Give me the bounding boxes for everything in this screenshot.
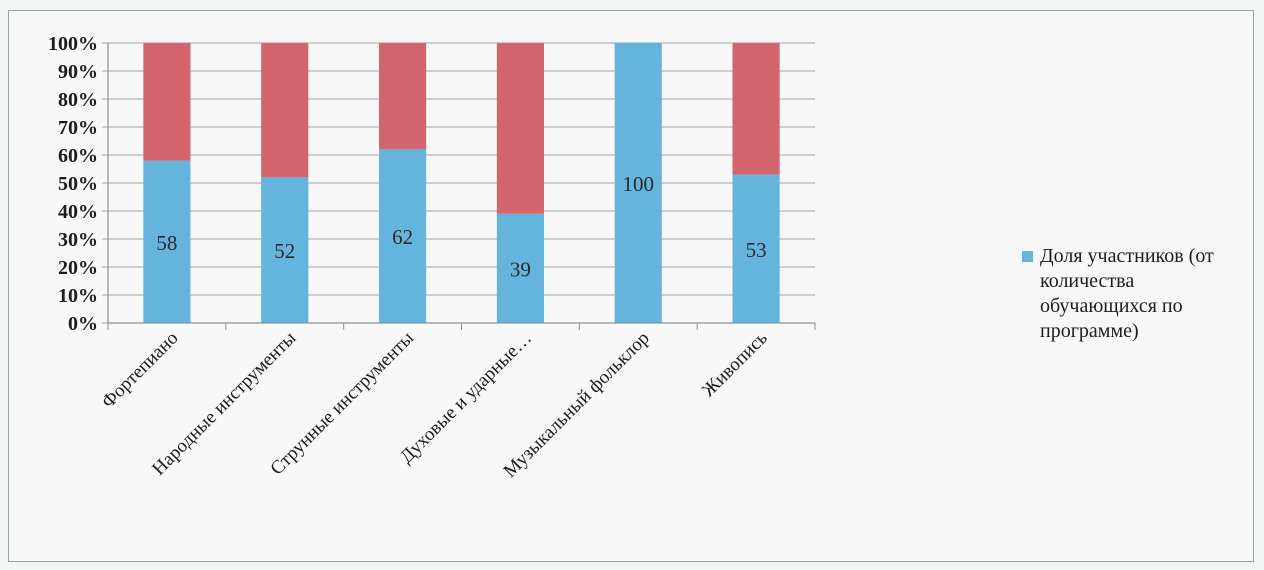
data-label: 100	[623, 172, 655, 196]
data-label: 62	[392, 225, 413, 249]
bar-segment-2	[261, 43, 309, 178]
data-labels: 58 52 62 39 100 53	[156, 172, 766, 281]
data-label: 58	[156, 231, 177, 255]
x-tick-label: Живопись	[698, 327, 772, 401]
legend: Доля участников (от количества обучающих…	[1022, 244, 1252, 344]
y-tick-labels: 0% 10% 20% 30% 40% 50% 60% 70% 80% 90% 100%	[48, 33, 98, 335]
bar-segment-2	[379, 43, 427, 150]
y-tick-label: 100%	[48, 33, 98, 55]
y-tick-label: 30%	[58, 229, 98, 251]
y-tick-label: 20%	[58, 257, 98, 279]
bar-segment-1	[261, 177, 309, 323]
bar-segment-1	[732, 174, 780, 323]
bar-segment-1	[379, 149, 427, 323]
y-tick-label: 80%	[58, 89, 98, 111]
y-tick-label: 50%	[58, 173, 98, 195]
y-tick-label: 0%	[68, 313, 98, 335]
x-tick-label: Фортепиано	[98, 328, 183, 413]
y-tick-label: 40%	[58, 201, 98, 223]
y-tick-label: 70%	[58, 117, 98, 139]
bar-segment-2	[496, 43, 544, 214]
bar-segment-1	[143, 160, 191, 323]
legend-entry-label: Доля участников (от количества обучающих…	[1040, 245, 1214, 342]
bars	[143, 43, 780, 323]
y-tick-label: 60%	[58, 145, 98, 167]
bar-segment-2	[143, 43, 191, 161]
data-label: 52	[274, 239, 295, 263]
legend-swatch	[1022, 251, 1033, 262]
bar-segment-2	[732, 43, 780, 175]
bar-segment-1	[614, 43, 662, 323]
gridlines	[102, 42, 815, 324]
y-tick-label: 90%	[58, 61, 98, 83]
data-label: 39	[510, 257, 531, 281]
y-tick-label: 10%	[58, 285, 98, 307]
axes	[107, 43, 816, 330]
data-label: 53	[746, 238, 767, 262]
bar-segment-1	[496, 213, 544, 323]
x-tick-label: Духовые и ударные…	[396, 328, 536, 468]
